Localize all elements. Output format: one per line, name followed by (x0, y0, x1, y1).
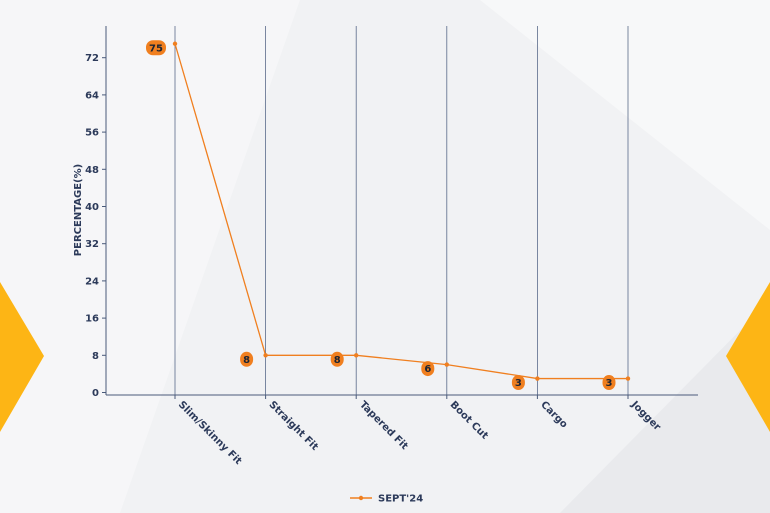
y-tick-label: 32 (85, 239, 99, 250)
axes (105, 26, 698, 396)
data-label: 8 (330, 351, 344, 367)
legend[interactable]: SEPT'24 (350, 494, 423, 505)
legend-label: SEPT'24 (378, 494, 423, 505)
data-point[interactable] (444, 362, 449, 367)
y-tick-label: 64 (85, 90, 99, 101)
data-label: 8 (240, 351, 254, 367)
data-label-bubble (146, 40, 166, 56)
data-label-text: 75 (149, 43, 163, 54)
x-tick-label: Boot Cut (448, 399, 490, 441)
data-label-text: 3 (606, 378, 613, 389)
data-label-bubble (421, 361, 435, 377)
x-tick-label: Straight Fit (266, 399, 320, 453)
x-tick-label: Jogger (628, 399, 662, 433)
data-label: 6 (421, 361, 435, 377)
x-axis-ticks: Slim/Skinny Fit Straight Fit Tapered Fit Bo… (174, 395, 663, 467)
data-label: 3 (511, 375, 525, 391)
y-axis-ticks: 0 8 16 24 32 40 48 56 64 72 (85, 53, 106, 399)
y-tick-label: 24 (85, 276, 99, 287)
x-tick-label: Cargo (538, 399, 569, 430)
data-label-text: 3 (515, 378, 522, 389)
data-label-bubble (511, 375, 525, 391)
data-label-bubble (330, 351, 344, 367)
y-tick-label: 0 (92, 388, 99, 399)
data-label-bubble (602, 375, 616, 391)
y-tick-label: 8 (92, 351, 99, 362)
data-point[interactable] (535, 376, 540, 381)
data-label-text: 8 (334, 355, 341, 366)
x-tick-label: Tapered Fit (357, 399, 410, 452)
x-tick-label: Slim/Skinny Fit (176, 399, 244, 467)
data-label: 75 (146, 40, 166, 56)
y-tick-label: 40 (85, 202, 99, 213)
data-labels: 75 8 8 6 3 3 (146, 40, 616, 391)
y-axis-title: PERCENTAGE(%) (73, 164, 84, 256)
data-label-text: 6 (424, 364, 431, 375)
vertical-gridlines (174, 26, 629, 395)
series-path (174, 43, 628, 380)
y-tick-label: 72 (85, 53, 99, 64)
y-tick-label: 56 (85, 128, 99, 139)
data-label-bubble (240, 351, 254, 367)
legend-marker (358, 495, 364, 501)
data-point[interactable] (263, 353, 268, 358)
data-point[interactable] (172, 41, 178, 46)
data-label-text: 8 (243, 355, 250, 366)
y-tick-label: 48 (85, 165, 99, 176)
y-tick-label: 16 (85, 314, 99, 325)
data-point[interactable] (354, 353, 359, 358)
left-accent-shape (0, 282, 44, 432)
data-point[interactable] (625, 376, 631, 381)
series-line (172, 41, 631, 381)
data-label: 3 (602, 375, 616, 391)
right-accent-shape (726, 282, 770, 432)
